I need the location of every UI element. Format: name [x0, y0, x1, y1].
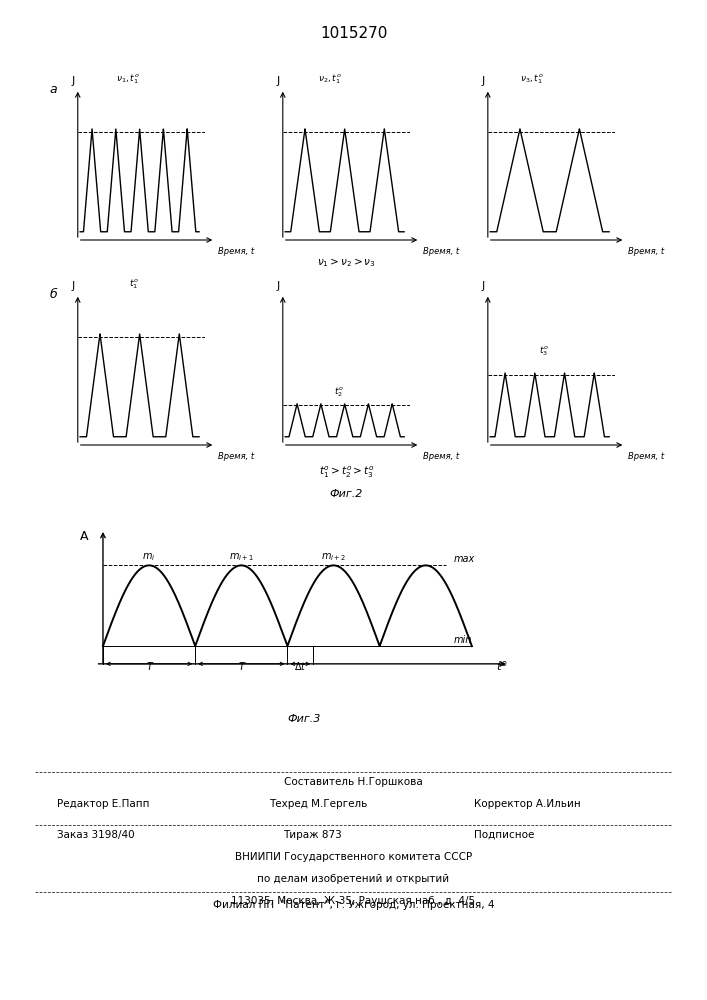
Text: $t^o$: $t^o$	[496, 659, 507, 673]
Text: Время, t: Время, t	[628, 452, 664, 461]
Text: а: а	[49, 83, 57, 96]
Text: max: max	[453, 554, 474, 564]
Text: min: min	[453, 635, 472, 645]
Text: Фиг.3: Фиг.3	[287, 714, 321, 724]
Text: Редактор Е.Папп: Редактор Е.Папп	[57, 799, 149, 809]
Text: 113035, Москва, Ж-35, Раушская наб., д. 4/5: 113035, Москва, Ж-35, Раушская наб., д. …	[231, 896, 476, 906]
Text: Подписное: Подписное	[474, 830, 534, 840]
Text: T: T	[238, 662, 245, 672]
Text: $\nu_1, t_1^o$: $\nu_1, t_1^o$	[116, 73, 140, 86]
Text: Фиг.2: Фиг.2	[329, 489, 363, 499]
Text: Время, t: Время, t	[423, 452, 459, 461]
Text: Корректор А.Ильин: Корректор А.Ильин	[474, 799, 580, 809]
Text: $t_3^o$: $t_3^o$	[539, 345, 549, 358]
Text: J: J	[481, 76, 484, 86]
Text: $\nu_3, t_1^o$: $\nu_3, t_1^o$	[520, 73, 544, 86]
Text: $\nu_1 > \nu_2 > \nu_3$: $\nu_1 > \nu_2 > \nu_3$	[317, 256, 376, 269]
Text: Заказ 3198/40: Заказ 3198/40	[57, 830, 134, 840]
Text: 1015270: 1015270	[320, 26, 387, 41]
Text: по делам изобретений и открытий: по делам изобретений и открытий	[257, 874, 450, 884]
Text: б: б	[49, 288, 57, 301]
Text: A: A	[80, 530, 88, 543]
Text: T: T	[146, 662, 152, 672]
Text: Филиал ПП  "Патент", г. Ужгород, ул. Проектная, 4: Филиал ПП "Патент", г. Ужгород, ул. Прое…	[213, 900, 494, 910]
Text: J: J	[276, 281, 279, 291]
Text: $m_{i+1}$: $m_{i+1}$	[228, 551, 254, 563]
Text: J: J	[71, 281, 74, 291]
Text: $\nu_2, t_1^o$: $\nu_2, t_1^o$	[318, 73, 342, 86]
Text: Техред М.Гергель: Техред М.Гергель	[269, 799, 367, 809]
Text: J: J	[481, 281, 484, 291]
Text: $t_1^o$: $t_1^o$	[129, 278, 139, 291]
Text: Тираж 873: Тираж 873	[283, 830, 341, 840]
Text: J: J	[71, 76, 74, 86]
Text: Время, t: Время, t	[218, 452, 254, 461]
Text: ВНИИПИ Государственного комитета СССР: ВНИИПИ Государственного комитета СССР	[235, 852, 472, 862]
Text: $\Delta t$: $\Delta t$	[294, 660, 307, 672]
Text: $t_2^o$: $t_2^o$	[334, 386, 344, 399]
Text: Составитель Н.Горшкова: Составитель Н.Горшкова	[284, 777, 423, 787]
Text: $t_1^o > t_2^o > t_3^o$: $t_1^o > t_2^o > t_3^o$	[319, 465, 374, 480]
Text: Время, t: Время, t	[628, 247, 664, 256]
Text: Время, t: Время, t	[218, 247, 254, 256]
Text: Время, t: Время, t	[423, 247, 459, 256]
Text: J: J	[276, 76, 279, 86]
Text: $m_i$: $m_i$	[142, 551, 156, 563]
Text: $m_{i+2}$: $m_{i+2}$	[321, 551, 346, 563]
